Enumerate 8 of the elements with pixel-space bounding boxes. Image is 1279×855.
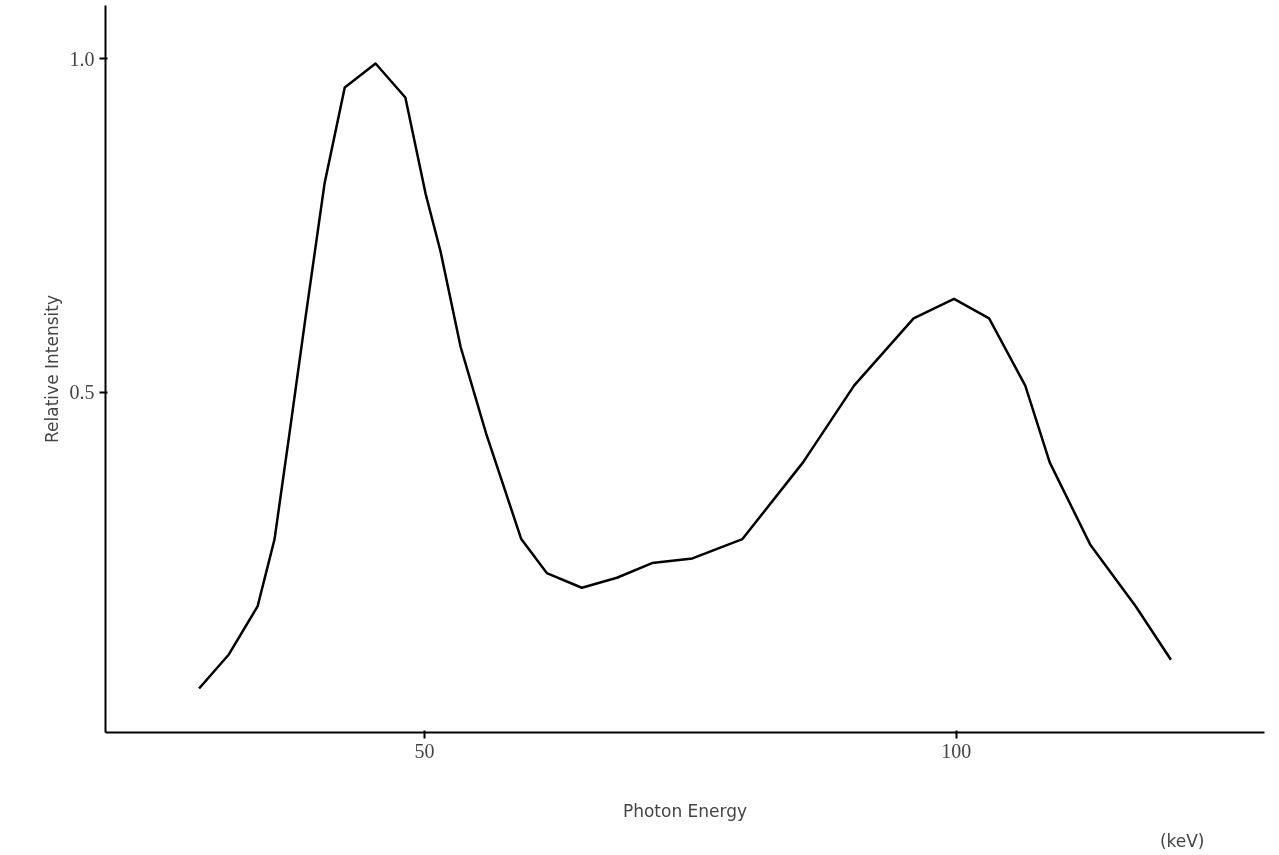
y-tick-label: 0.5 bbox=[69, 381, 95, 404]
text: (keV) bbox=[1159, 830, 1205, 851]
x-tick-label: 50 bbox=[414, 739, 435, 762]
x-axis-title: Photon Energy bbox=[622, 800, 748, 821]
y-tick-label: 1.0 bbox=[69, 47, 95, 70]
line-series bbox=[197, 62, 1173, 690]
x-tick-label: 100 bbox=[941, 739, 972, 762]
y-axis-title: Relative Intensity bbox=[41, 295, 62, 443]
